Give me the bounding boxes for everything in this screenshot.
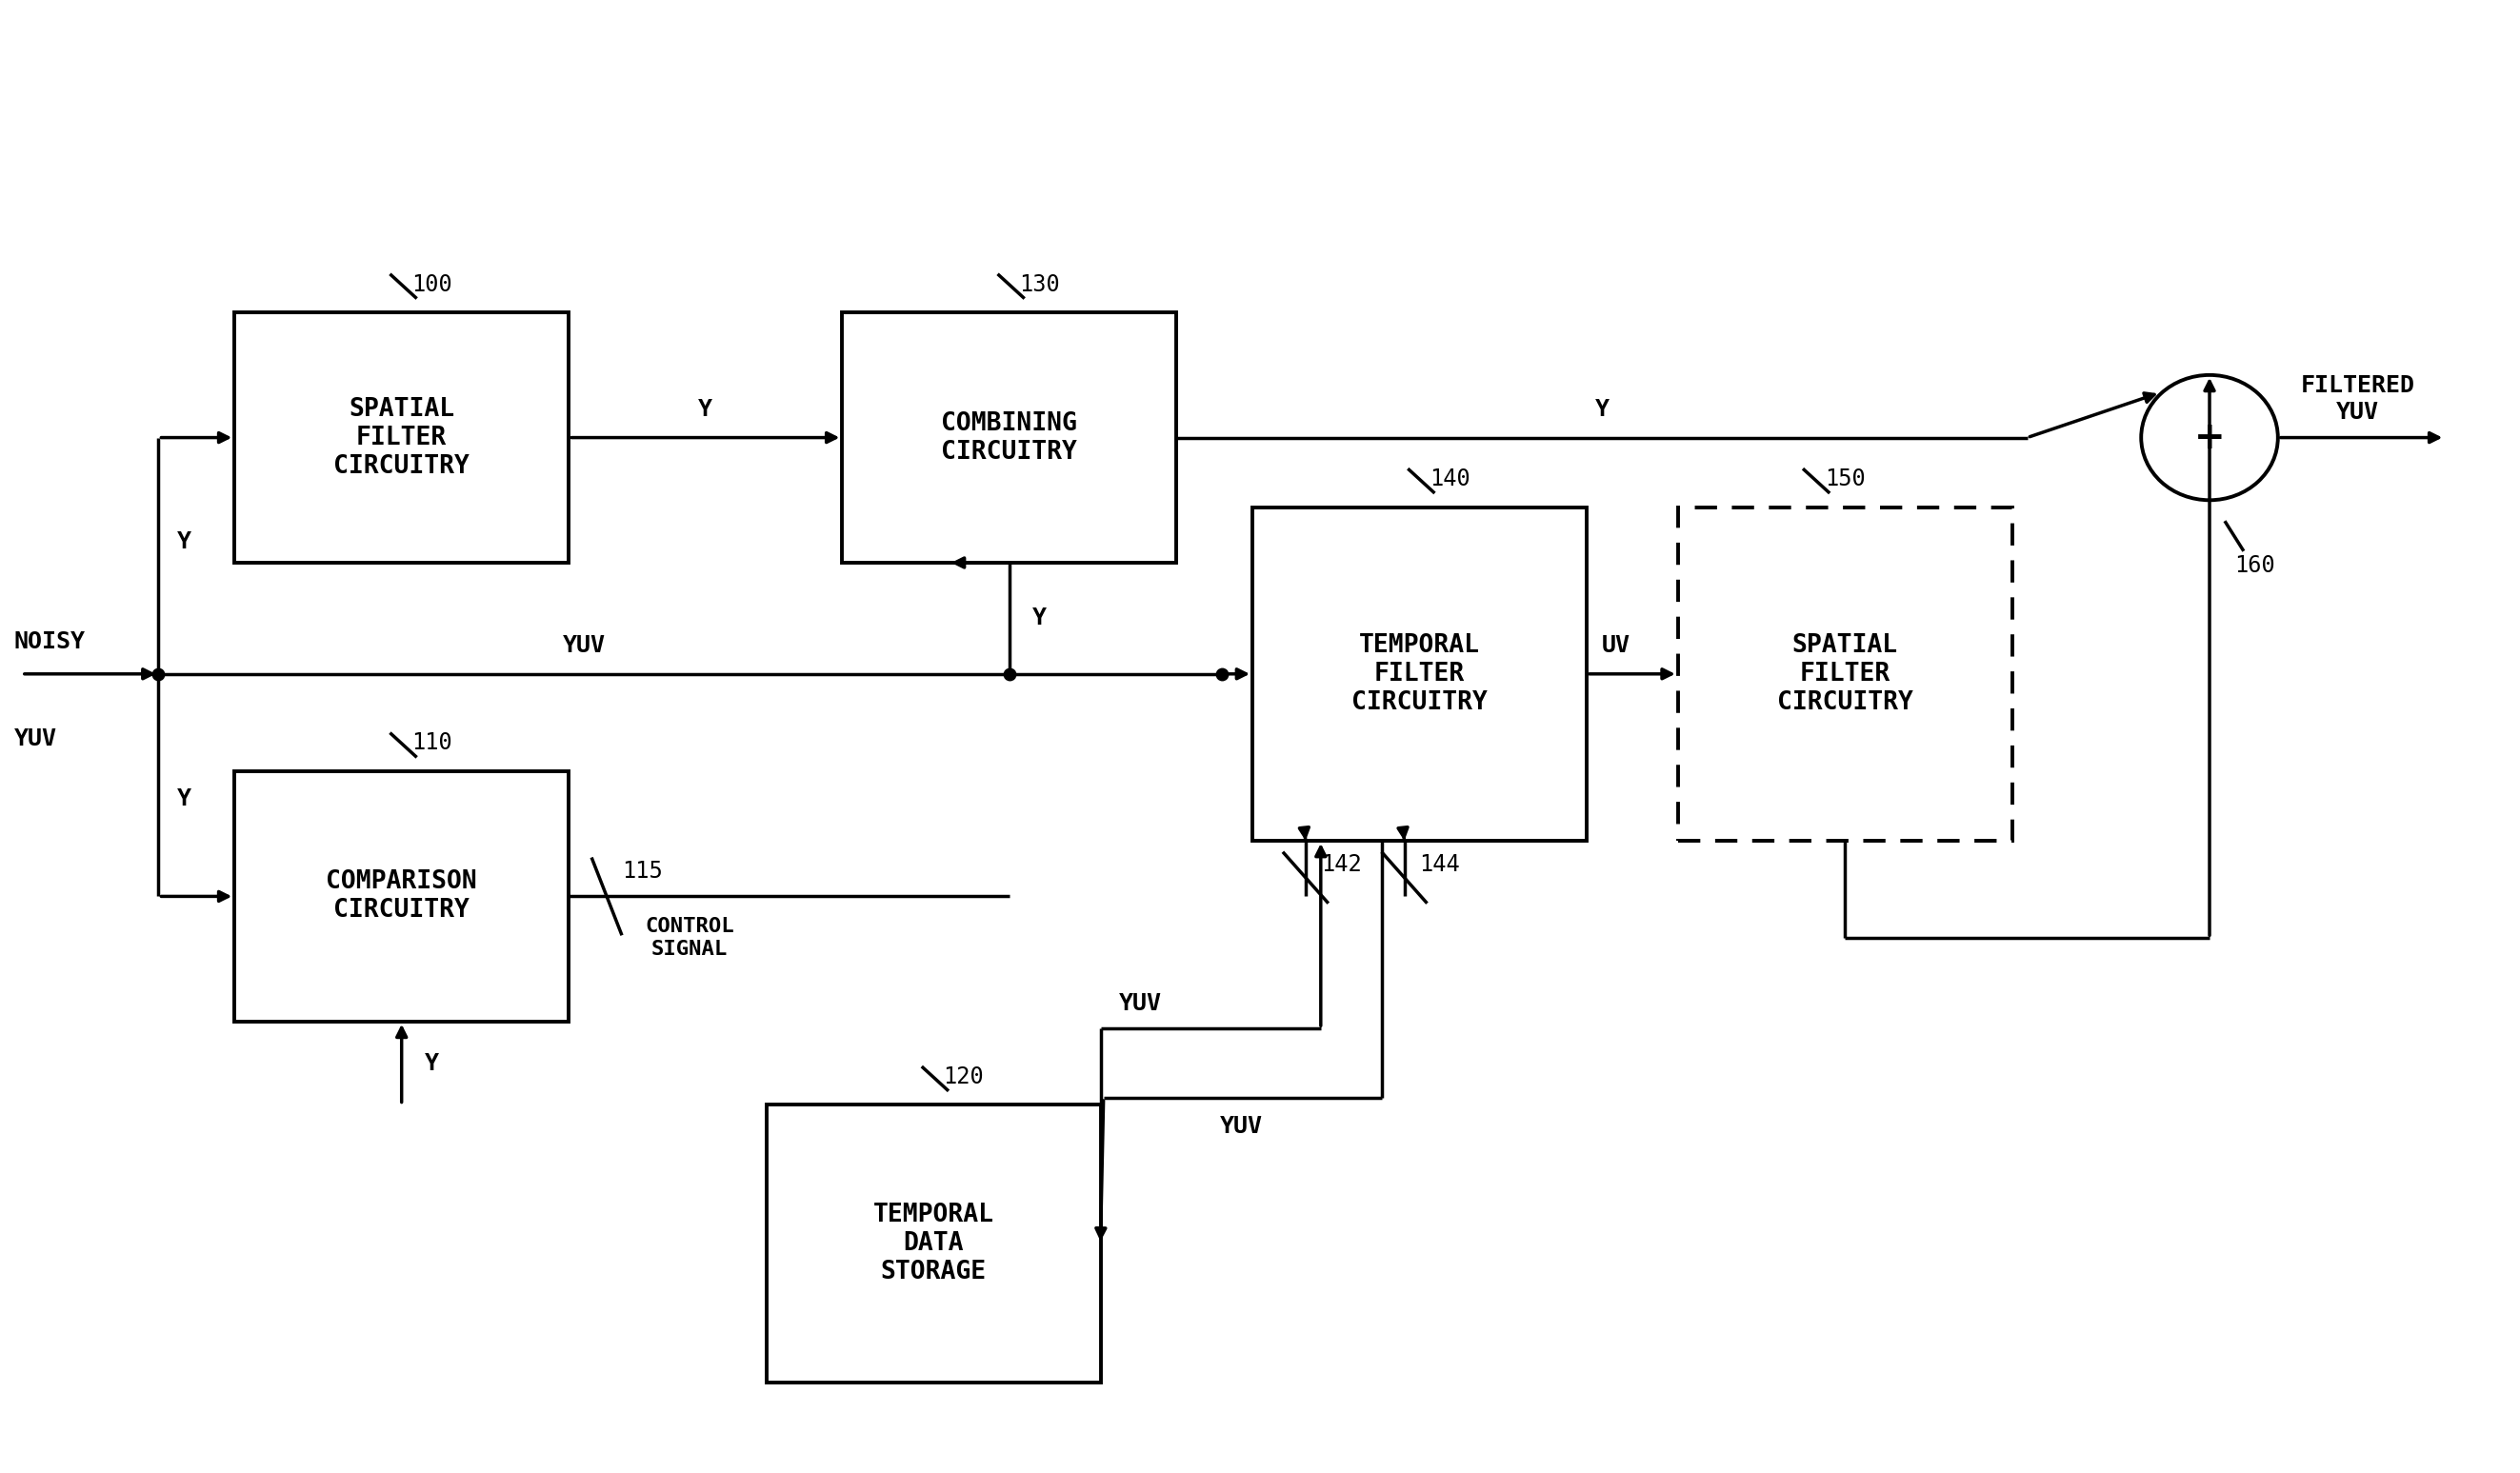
Text: 160: 160 bbox=[2235, 554, 2276, 576]
Text: TEMPORAL
FILTER
CIRCUITRY: TEMPORAL FILTER CIRCUITRY bbox=[1351, 633, 1487, 714]
Text: SPATIAL
FILTER
CIRCUITRY: SPATIAL FILTER CIRCUITRY bbox=[1777, 633, 1913, 714]
Text: 100: 100 bbox=[411, 273, 454, 296]
Text: Y: Y bbox=[176, 788, 192, 810]
Text: UV: UV bbox=[1603, 635, 1630, 657]
Text: 144: 144 bbox=[1419, 853, 1459, 875]
Text: COMPARISON
CIRCUITRY: COMPARISON CIRCUITRY bbox=[325, 869, 476, 924]
Text: 120: 120 bbox=[942, 1065, 985, 1089]
Text: 150: 150 bbox=[1824, 467, 1865, 491]
Text: FILTERED
YUV: FILTERED YUV bbox=[2301, 374, 2414, 424]
FancyBboxPatch shape bbox=[842, 312, 1177, 563]
Text: YUV: YUV bbox=[15, 728, 58, 750]
Text: Y: Y bbox=[1595, 398, 1608, 421]
Text: COMBINING
CIRCUITRY: COMBINING CIRCUITRY bbox=[942, 411, 1079, 464]
Text: 130: 130 bbox=[1021, 273, 1061, 296]
Text: YUV: YUV bbox=[562, 635, 605, 657]
Text: TEMPORAL
DATA
STORAGE: TEMPORAL DATA STORAGE bbox=[872, 1203, 993, 1284]
Text: CONTROL
SIGNAL: CONTROL SIGNAL bbox=[645, 918, 733, 959]
FancyBboxPatch shape bbox=[766, 1105, 1101, 1383]
Text: SPATIAL
FILTER
CIRCUITRY: SPATIAL FILTER CIRCUITRY bbox=[333, 396, 469, 479]
Text: Y: Y bbox=[1033, 607, 1046, 630]
Text: Y: Y bbox=[698, 398, 713, 421]
Text: Y: Y bbox=[423, 1052, 438, 1075]
Text: NOISY: NOISY bbox=[15, 630, 86, 653]
Text: YUV: YUV bbox=[1220, 1115, 1263, 1137]
Text: +: + bbox=[2195, 420, 2225, 455]
Text: YUV: YUV bbox=[1119, 991, 1162, 1015]
FancyBboxPatch shape bbox=[1252, 507, 1588, 841]
FancyBboxPatch shape bbox=[234, 312, 570, 563]
FancyBboxPatch shape bbox=[234, 772, 570, 1021]
Text: 115: 115 bbox=[622, 860, 663, 882]
Text: 110: 110 bbox=[411, 732, 454, 754]
Text: 140: 140 bbox=[1429, 467, 1469, 491]
Text: 142: 142 bbox=[1320, 853, 1361, 875]
Text: Y: Y bbox=[176, 530, 192, 554]
FancyBboxPatch shape bbox=[1678, 507, 2011, 841]
